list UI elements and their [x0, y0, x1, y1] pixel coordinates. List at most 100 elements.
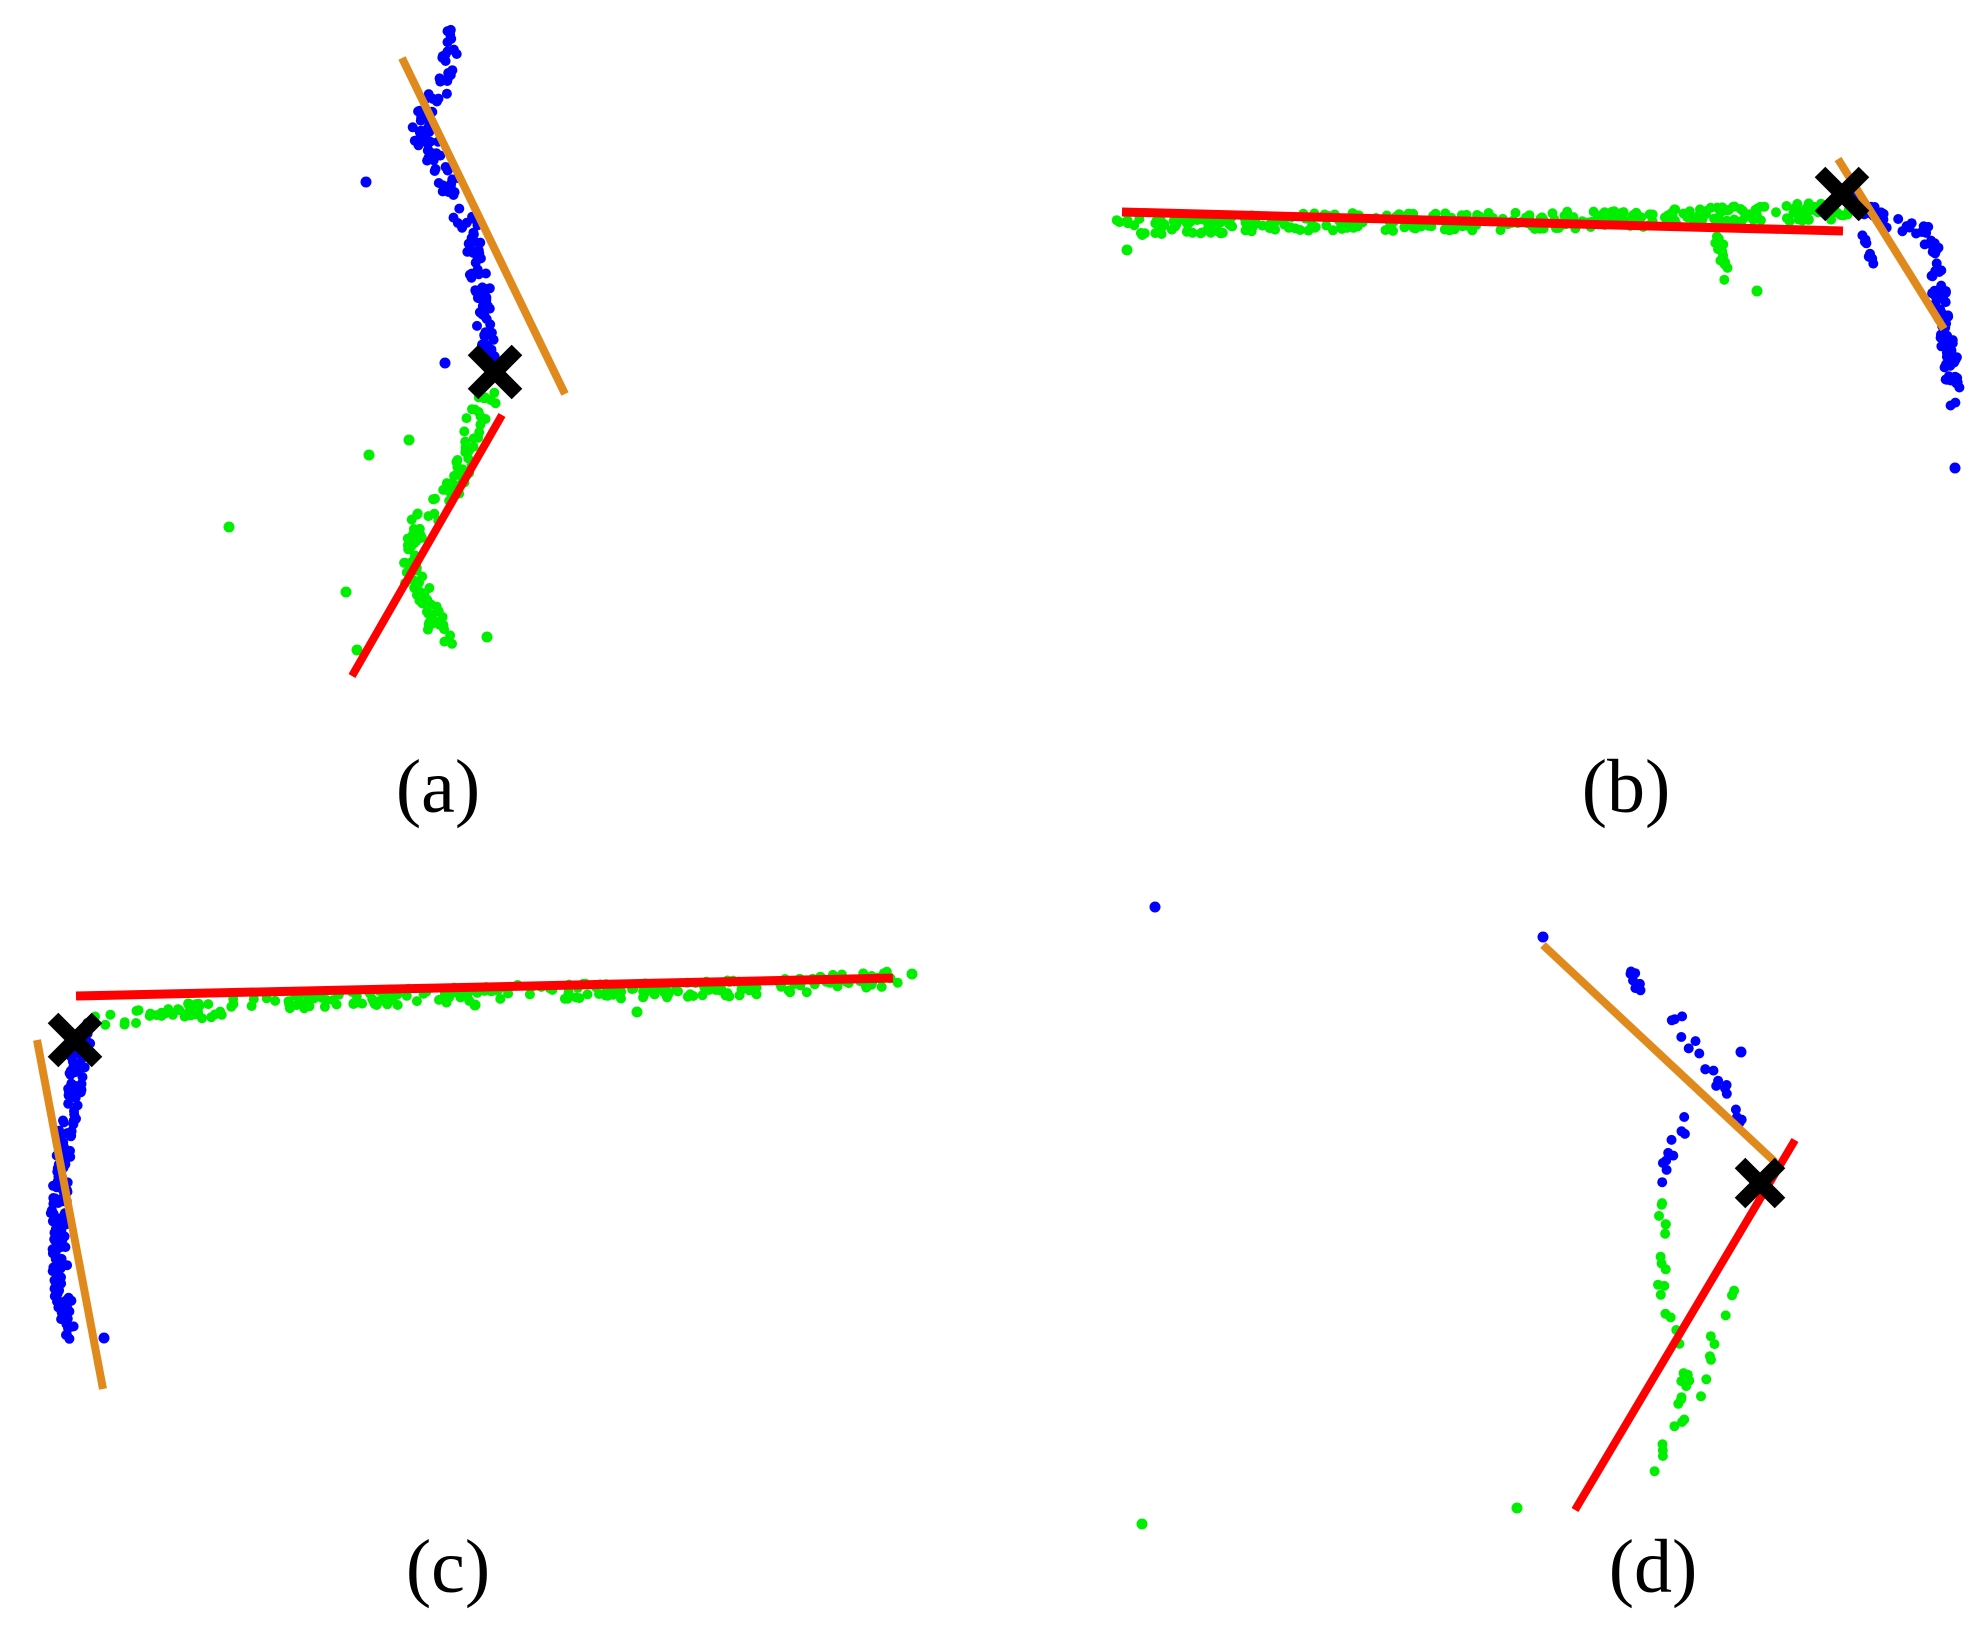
blue-point	[1730, 1104, 1741, 1115]
blue-point	[1937, 293, 1948, 304]
green-point	[616, 986, 627, 997]
panel-a-green-points	[223, 387, 501, 656]
green-point	[387, 992, 398, 1003]
blue-point	[454, 203, 465, 214]
green-point	[144, 1010, 155, 1021]
green-point	[417, 598, 428, 609]
panel-d-blue-points	[1149, 901, 1747, 1188]
blue-point	[79, 1062, 90, 1073]
green-point	[744, 985, 755, 996]
green-point	[1705, 1331, 1716, 1342]
panel-a-caption: (a)	[396, 745, 480, 829]
green-point	[1202, 223, 1213, 234]
green-point	[495, 993, 506, 1004]
blue-point	[52, 1289, 63, 1300]
blue-point	[466, 272, 477, 283]
green-point	[1706, 1354, 1716, 1365]
green-point	[1660, 1228, 1671, 1239]
green-point	[1139, 228, 1150, 239]
green-point	[661, 985, 672, 996]
green-point	[473, 432, 484, 443]
green-point	[1720, 1310, 1731, 1321]
green-point	[1114, 217, 1125, 228]
blue-point	[63, 1128, 74, 1139]
x-mark-stroke	[1814, 166, 1870, 222]
green-point	[1285, 222, 1296, 233]
panel-d-caption: (d)	[1609, 1525, 1698, 1609]
green-point	[481, 631, 493, 643]
blue-point	[1859, 236, 1870, 247]
blue-point	[437, 180, 448, 191]
green-point	[1185, 216, 1196, 227]
blue-point	[1634, 978, 1645, 989]
green-point	[411, 996, 422, 1007]
blue-point	[58, 1117, 69, 1128]
blue-point	[480, 268, 491, 279]
blue-point	[414, 127, 425, 138]
green-point	[1524, 210, 1535, 221]
blue-point	[442, 73, 453, 84]
blue-point	[76, 1084, 87, 1095]
panel-a-red-line	[348, 413, 506, 678]
green-point	[1793, 214, 1804, 225]
green-point	[480, 414, 491, 424]
blue-point	[57, 1241, 68, 1252]
green-point	[407, 529, 418, 540]
blue-point	[472, 320, 482, 331]
blue-point	[415, 115, 426, 126]
green-point	[601, 987, 612, 998]
green-point	[299, 1003, 310, 1014]
green-point	[1713, 244, 1723, 255]
green-point	[1669, 1421, 1680, 1432]
green-point	[1168, 216, 1179, 227]
blue-point	[1666, 1134, 1677, 1145]
green-point	[412, 508, 423, 519]
blue-point	[68, 1119, 79, 1130]
green-point	[412, 586, 423, 597]
blue-point	[360, 176, 372, 188]
panel-c-blue-points	[45, 1018, 110, 1344]
green-point	[444, 480, 455, 491]
green-point	[1751, 285, 1763, 297]
blue-point	[69, 1109, 80, 1120]
blue-point	[428, 155, 439, 166]
green-point	[1606, 206, 1617, 217]
green-point	[223, 521, 235, 533]
green-point	[1665, 1312, 1676, 1323]
green-point	[1511, 1502, 1523, 1514]
green-point	[452, 455, 463, 465]
green-point	[673, 986, 683, 997]
green-point	[638, 986, 649, 997]
panel-b-red-line	[1121, 207, 1844, 236]
green-point	[131, 1018, 141, 1028]
blue-point	[439, 357, 451, 369]
green-point	[1719, 274, 1730, 285]
green-point	[423, 619, 434, 630]
green-point	[1270, 224, 1281, 235]
blue-point	[1149, 901, 1161, 913]
green-point	[192, 1009, 203, 1020]
blue-point	[53, 1302, 64, 1313]
blue-point	[475, 237, 486, 248]
green-point	[801, 987, 812, 998]
green-point	[697, 990, 708, 1001]
blue-point	[425, 136, 436, 147]
green-point	[892, 977, 903, 988]
green-point	[392, 1000, 403, 1010]
green-point	[428, 494, 439, 505]
blue-point	[1669, 1014, 1680, 1025]
blue-point	[427, 93, 438, 104]
green-point	[1644, 209, 1655, 220]
blue-point	[466, 233, 477, 243]
green-point	[173, 1004, 183, 1015]
green-point	[357, 998, 368, 1009]
blue-point	[77, 1072, 88, 1082]
green-point	[1510, 207, 1521, 218]
blue-point	[1736, 1114, 1747, 1125]
green-point	[524, 989, 535, 1000]
blue-point	[62, 1151, 73, 1162]
green-point	[1257, 220, 1268, 231]
green-point	[1654, 1210, 1664, 1221]
green-point	[1597, 209, 1608, 220]
green-point	[455, 992, 466, 1003]
